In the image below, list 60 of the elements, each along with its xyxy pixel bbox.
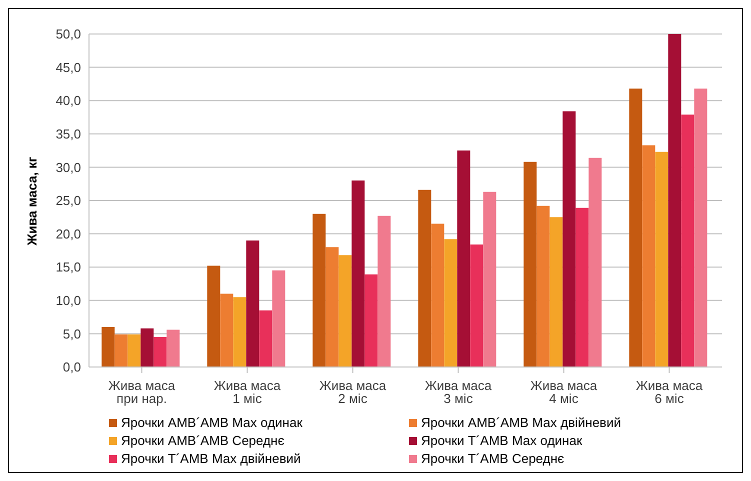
bar [312, 214, 326, 367]
bar [550, 217, 563, 367]
bar [655, 152, 668, 367]
y-tick-label: 25,0 [56, 193, 81, 208]
bar [114, 334, 128, 367]
y-tick-label: 20,0 [56, 226, 81, 242]
bar [483, 192, 496, 367]
bar [629, 88, 642, 367]
bar [536, 206, 550, 367]
bar [338, 255, 352, 367]
bar [364, 274, 378, 367]
bar [272, 270, 286, 367]
y-tick-label: 50,0 [56, 26, 81, 42]
bar [140, 328, 154, 367]
bar [681, 114, 694, 367]
y-tick-label: 30,0 [56, 160, 81, 175]
bar [576, 208, 589, 367]
y-tick-label: 0,0 [62, 360, 81, 375]
y-tick-label: 15,0 [56, 260, 81, 275]
bar [154, 337, 167, 367]
legend-label: Ярочки Т´АМВ Середнє [421, 451, 564, 467]
y-tick-label: 35,0 [56, 126, 81, 142]
bar [562, 111, 576, 367]
bar [259, 310, 272, 367]
bar [418, 190, 432, 367]
x-tick-label: Жива маса при нар. [108, 378, 176, 406]
bar [352, 180, 365, 367]
bar [128, 334, 141, 367]
x-tick-label: Жива маса 6 міс [636, 378, 704, 406]
bar [470, 244, 484, 367]
legend-label: Ярочки Т´АМВ Мах одинак [421, 433, 582, 449]
bar [233, 297, 246, 367]
bar [166, 330, 180, 367]
bar [694, 88, 708, 367]
bar [326, 247, 339, 367]
bar [246, 240, 260, 367]
y-tick-label: 5,0 [62, 326, 81, 342]
x-tick-label: Жива маса 3 міс [424, 378, 492, 406]
legend-label: Ярочки АМВ´АМВ Середнє [121, 433, 284, 449]
bar [207, 266, 220, 367]
bar [378, 216, 391, 367]
x-tick-label: Жива маса 1 міс [214, 378, 282, 406]
y-tick-label: 40,0 [56, 93, 81, 108]
x-tick-label: Жива маса 2 міс [319, 378, 387, 406]
bar [457, 150, 470, 367]
bar [642, 145, 656, 367]
y-axis-title: Жива маса, кг [24, 156, 40, 246]
legend-label: Ярочки АМВ´АМВ Мах двійневий [421, 415, 621, 431]
bar [524, 162, 537, 367]
legend-label: Ярочки АМВ´АМВ Мах одинак [121, 415, 302, 431]
bar [102, 327, 115, 367]
bar [431, 224, 444, 367]
x-tick-label: Жива маса 4 міс [530, 378, 598, 406]
bar [220, 294, 234, 367]
legend-label: Ярочки Т´АМВ Мах двійневий [121, 451, 301, 467]
bar [588, 158, 602, 367]
bar [668, 34, 682, 367]
y-tick-label: 10,0 [56, 293, 81, 308]
y-tick-label: 45,0 [56, 60, 81, 75]
bar [444, 239, 458, 367]
